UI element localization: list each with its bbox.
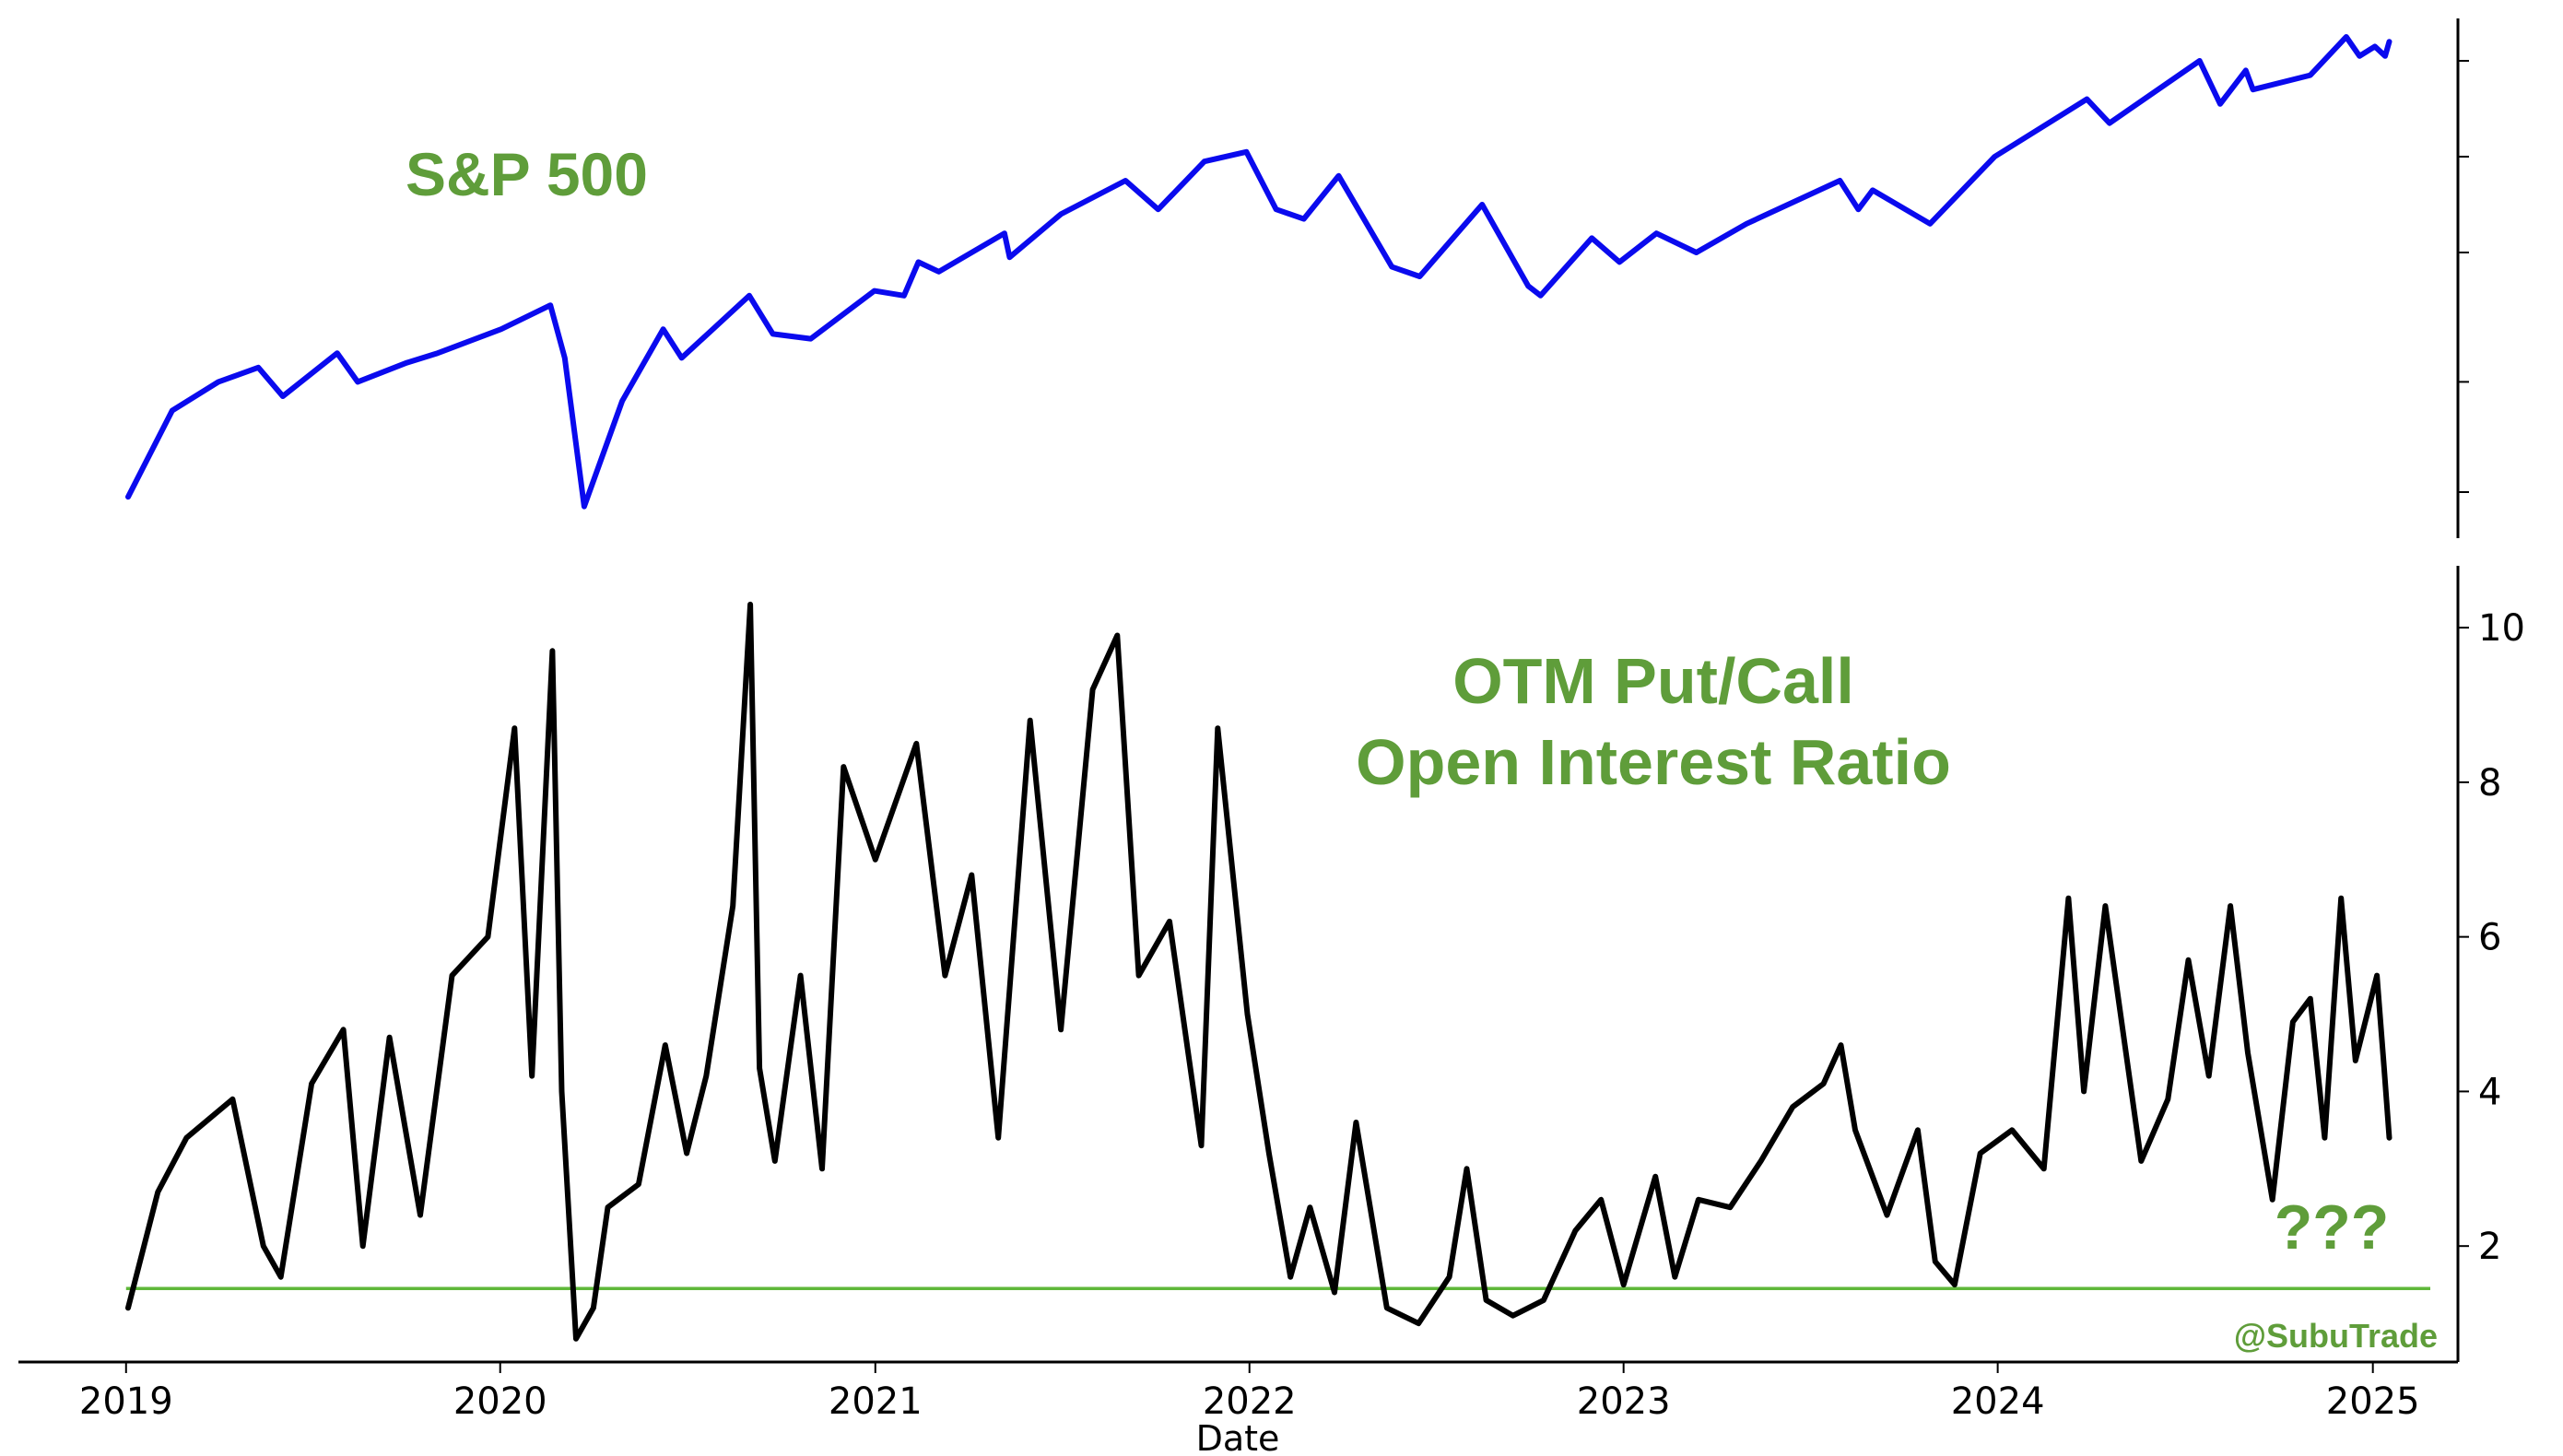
y-tick-label-10: 10 bbox=[2478, 607, 2525, 650]
x-tick-label-2019: 2019 bbox=[79, 1380, 173, 1423]
watermark: @SubuTrade bbox=[2234, 1317, 2438, 1355]
x-tick-label-2020: 2020 bbox=[453, 1380, 547, 1423]
sp500-annotation: S&P 500 bbox=[406, 140, 648, 208]
x-axis: 2019 2020 2021 2022 2023 2024 2025 bbox=[79, 1362, 2420, 1423]
y-tick-label-8: 8 bbox=[2478, 762, 2501, 804]
y-tick-label-4: 4 bbox=[2478, 1071, 2501, 1113]
top-panel-tick-marks bbox=[2458, 60, 2469, 493]
put-call-ratio-line bbox=[125, 601, 2393, 1342]
y-tick-label-6: 6 bbox=[2478, 917, 2501, 959]
y-axis: 2 4 6 8 10 bbox=[2458, 607, 2525, 1268]
y-tick-label-2: 2 bbox=[2478, 1226, 2501, 1268]
x-tick-label-2021: 2021 bbox=[829, 1380, 923, 1423]
sp500-line bbox=[125, 34, 2393, 510]
x-tick-label-2025: 2025 bbox=[2326, 1380, 2420, 1423]
x-tick-label-2024: 2024 bbox=[1951, 1380, 2045, 1423]
put-call-annotation-line-2: Open Interest Ratio bbox=[1356, 726, 1951, 798]
x-axis-label: Date bbox=[1196, 1418, 1280, 1456]
put-call-annotation-line-1: OTM Put/Call bbox=[1452, 645, 1854, 717]
x-tick-label-2022: 2022 bbox=[1203, 1380, 1297, 1423]
x-tick-label-2023: 2023 bbox=[1577, 1380, 1671, 1423]
question-annotation: ??? bbox=[2275, 1192, 2390, 1262]
